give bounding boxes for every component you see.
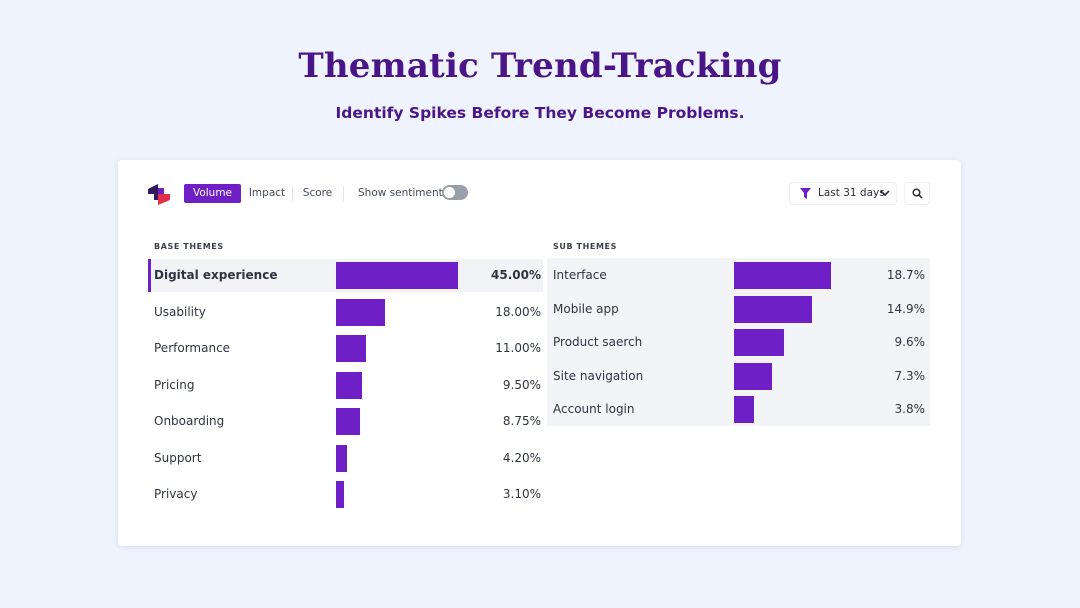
logo-icon: [148, 184, 170, 205]
base-theme-name: Support: [154, 450, 202, 465]
sub-theme-name: Site navigation: [553, 368, 644, 383]
sentiment-toggle-label: Show sentiment: [358, 187, 443, 199]
date-range-dropdown[interactable]: Last 31 days: [789, 182, 897, 205]
sub-theme-bar: [734, 295, 812, 323]
sub-theme-value: 9.6%: [894, 335, 926, 349]
chevron-down-icon: [880, 190, 890, 197]
sub-theme-bar: [734, 396, 754, 423]
sub-theme-name: Product saerch: [553, 335, 643, 349]
base-theme-value: 45.00%: [491, 268, 541, 282]
sub-theme-row[interactable]: Mobile app 14.9%: [547, 293, 930, 326]
sub-theme-row[interactable]: Site navigation 7.3%: [547, 360, 930, 393]
segment-divider: [292, 186, 293, 201]
base-theme-row[interactable]: Pricing 9.50%: [148, 369, 543, 402]
base-theme-value: 9.50%: [502, 377, 541, 392]
filter-icon: [800, 188, 811, 199]
theme-dashboard-card: Volume Impact Score Show sentiment Last …: [118, 160, 961, 546]
base-theme-name: Performance: [154, 341, 231, 355]
metric-volume-button[interactable]: Volume: [184, 184, 241, 203]
base-theme-row[interactable]: Digital experience 45.00%: [148, 259, 543, 292]
sub-theme-name: Mobile app: [553, 301, 619, 316]
base-theme-name: Onboarding: [154, 414, 225, 428]
base-theme-bar: [336, 335, 366, 362]
sub-theme-row[interactable]: Account login 3.8%: [547, 393, 930, 426]
base-theme-bar: [336, 408, 360, 435]
base-theme-bar: [336, 298, 385, 326]
toggle-knob: [444, 187, 455, 198]
base-theme-bar: [336, 444, 348, 472]
base-theme-row[interactable]: Privacy 3.10%: [148, 478, 543, 511]
sub-theme-bar: [734, 329, 784, 356]
sub-theme-value: 3.8%: [894, 402, 926, 416]
base-theme-row[interactable]: Usability 18.00%: [148, 296, 543, 329]
sub-theme-name: Interface: [553, 268, 607, 282]
base-theme-bar: [336, 481, 345, 508]
base-theme-row[interactable]: Onboarding 8.75%: [148, 405, 543, 438]
base-theme-value: 8.75%: [502, 414, 541, 428]
base-theme-bar: [336, 262, 458, 289]
base-theme-value: 4.20%: [502, 450, 541, 465]
page-subtitle: Identify Spikes Before They Become Probl…: [335, 104, 745, 122]
page-title: Thematic Trend-Tracking: [298, 46, 782, 86]
base-theme-value: 11.00%: [495, 341, 541, 355]
metric-score-button[interactable]: Score: [302, 187, 333, 199]
sub-theme-value: 7.3%: [894, 368, 926, 383]
search-icon: [912, 188, 923, 199]
base-theme-name: Pricing: [154, 377, 195, 392]
sub-themes-header: SUB THEMES: [553, 242, 617, 251]
sub-theme-row[interactable]: Product saerch 9.6%: [547, 326, 930, 359]
base-theme-bar: [336, 371, 362, 399]
date-range-label: Last 31 days: [818, 187, 885, 199]
sentiment-toggle[interactable]: [442, 185, 468, 200]
toolbar: Volume Impact Score Show sentiment Last …: [118, 160, 961, 228]
segment-divider: [343, 186, 344, 201]
base-theme-name: Usability: [154, 304, 206, 319]
base-theme-row[interactable]: Performance 11.00%: [148, 332, 543, 365]
base-theme-name: Digital experience: [154, 268, 278, 282]
metric-impact-button[interactable]: Impact: [248, 187, 286, 199]
base-theme-name: Privacy: [154, 487, 198, 501]
sub-theme-value: 14.9%: [886, 301, 925, 316]
sub-theme-name: Account login: [553, 402, 635, 416]
search-button[interactable]: [904, 182, 930, 205]
base-theme-value: 3.10%: [502, 487, 541, 501]
base-theme-row[interactable]: Support 4.20%: [148, 442, 543, 475]
base-theme-value: 18.00%: [495, 304, 541, 319]
sub-theme-bar: [734, 362, 772, 390]
sub-theme-row[interactable]: Interface 18.7%: [547, 259, 930, 292]
sub-theme-value: 18.7%: [886, 268, 925, 282]
sub-theme-bar: [734, 262, 832, 289]
base-themes-header: BASE THEMES: [154, 242, 224, 251]
